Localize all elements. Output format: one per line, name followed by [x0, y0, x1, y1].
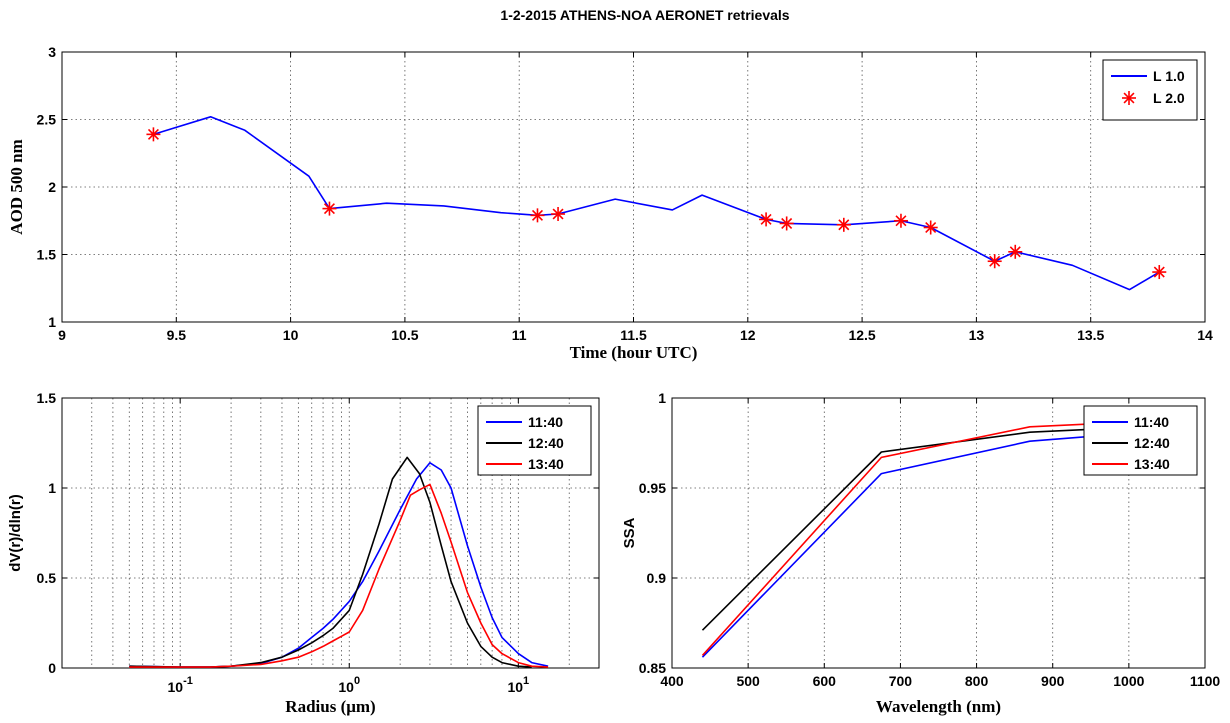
- x-tick-label: 12.5: [848, 327, 875, 343]
- y-tick-label: 1: [48, 314, 56, 330]
- data-point-marker: [987, 254, 1002, 269]
- legend-box: [1102, 59, 1198, 121]
- x-tick-label: 400: [660, 673, 684, 689]
- y-tick-label: 1: [48, 480, 56, 496]
- x-tick-label: 700: [889, 673, 913, 689]
- legend-label: 12:40: [528, 435, 564, 451]
- y-tick-label: 3: [48, 44, 56, 60]
- x-tick-label: 13: [969, 327, 985, 343]
- x-tick-label: 10: [283, 327, 299, 343]
- data-point-marker: [893, 213, 908, 228]
- plot-frame: [671, 397, 1206, 669]
- x-tick-label-base: 10: [167, 679, 183, 695]
- data-point-marker: [836, 217, 851, 232]
- plot-series: [129, 456, 549, 668]
- legend-item: 13:40: [486, 456, 564, 472]
- legend-item: L 1.0: [1111, 68, 1185, 84]
- data-point-marker: [146, 127, 161, 142]
- legend-label: 11:40: [1134, 414, 1169, 430]
- x-tick-label: 10-1: [167, 675, 192, 695]
- x-tick-label-exponent: 0: [354, 675, 360, 687]
- x-tick-label: 101: [507, 675, 529, 695]
- data-point-marker: [1152, 265, 1167, 280]
- plot-series: [146, 116, 1167, 291]
- data-point-marker: [322, 201, 337, 216]
- x-axis-label: Wavelength (nm): [876, 697, 1001, 716]
- data-point-marker: [530, 208, 545, 223]
- y-tick-label: 1.5: [37, 390, 57, 406]
- y-axis-label: SSA: [621, 517, 638, 548]
- y-tick-label: 0: [48, 660, 56, 676]
- legend-item: 12:40: [1092, 435, 1170, 451]
- legend-label: 13:40: [1134, 456, 1170, 472]
- x-tick-label: 13.5: [1077, 327, 1104, 343]
- legend-item: L 2.0: [1122, 90, 1185, 106]
- x-tick-label: 1000: [1113, 673, 1144, 689]
- legend-item: 12:40: [486, 435, 564, 451]
- legend-label: 11:40: [528, 414, 563, 430]
- y-tick-label: 2: [48, 179, 56, 195]
- y-tick-label: 0.85: [639, 660, 666, 676]
- legend-label: L 1.0: [1153, 68, 1185, 84]
- data-point-marker: [1008, 244, 1023, 259]
- x-axis-label: Radius (μm): [285, 697, 375, 716]
- x-tick-label-base: 10: [338, 679, 354, 695]
- legend-item: 11:40: [1092, 414, 1169, 430]
- x-tick-label: 900: [1041, 673, 1065, 689]
- y-tick-label: 0.95: [639, 480, 666, 496]
- legend-label: L 2.0: [1153, 90, 1185, 106]
- y-tick-label: 0.9: [647, 570, 667, 586]
- legend: L 1.0 L 2.0: [1102, 59, 1198, 121]
- y-axis-label: AOD 500 nm: [7, 139, 26, 234]
- legend-item: 11:40: [486, 414, 563, 430]
- x-tick-label: 14: [1197, 327, 1213, 343]
- legend: 11:40 12:40 13:40: [1083, 405, 1198, 476]
- x-tick-label: 12: [740, 327, 756, 343]
- y-tick-label: 2.5: [37, 112, 57, 128]
- aod-time-series-chart: 9 9.5 10 10.5 11 11.5 12 12.5 13 13.5 1411.522.53T…: [7, 44, 1213, 362]
- series-line-13-40: [129, 483, 549, 668]
- x-tick-label-exponent: 1: [523, 675, 529, 687]
- series-line-12-40: [129, 456, 532, 668]
- legend: 11:40 12:40 13:40: [477, 405, 592, 476]
- data-point-marker: [759, 212, 774, 227]
- data-point-marker: [923, 220, 938, 235]
- legend-label: 13:40: [528, 456, 564, 472]
- legend-item: 13:40: [1092, 456, 1170, 472]
- x-tick-label: 500: [736, 673, 760, 689]
- y-tick-label: 1: [658, 390, 666, 406]
- figure-title: 1-2-2015 ATHENS-NOA AERONET retrievals: [500, 7, 789, 23]
- x-tick-label: 100: [338, 675, 360, 695]
- x-tick-label: 9: [58, 327, 66, 343]
- legend-marker: [1122, 91, 1136, 105]
- x-axis-label: Time (hour UTC): [570, 343, 698, 362]
- legend-label: 12:40: [1134, 435, 1170, 451]
- x-tick-label: 11: [512, 327, 527, 343]
- data-point-marker: [551, 207, 566, 221]
- y-tick-label: 1.5: [37, 247, 57, 263]
- x-tick-label: 600: [813, 673, 837, 689]
- y-tick-label: 0.5: [37, 570, 57, 586]
- plot-frame: [61, 397, 600, 669]
- ssa-spectrum-chart: 400 500 600 700 800 900 1000 1100 0.85 0.9 0.95 1 Wa…: [621, 390, 1220, 716]
- x-tick-label-base: 10: [507, 679, 523, 695]
- x-tick-label: 800: [965, 673, 989, 689]
- x-tick-label: 11.5: [620, 327, 647, 343]
- series-line-11-40: [129, 462, 549, 668]
- y-axis-label: dV(r)/dln(r): [7, 494, 24, 571]
- x-tick-label: 9.5: [167, 327, 187, 343]
- series-line-L-1-0: [153, 116, 1160, 291]
- x-tick-label-exponent: -1: [183, 675, 193, 687]
- x-tick-label: 1100: [1190, 673, 1221, 689]
- x-tick-label: 10.5: [391, 327, 418, 343]
- data-point-marker: [779, 216, 794, 231]
